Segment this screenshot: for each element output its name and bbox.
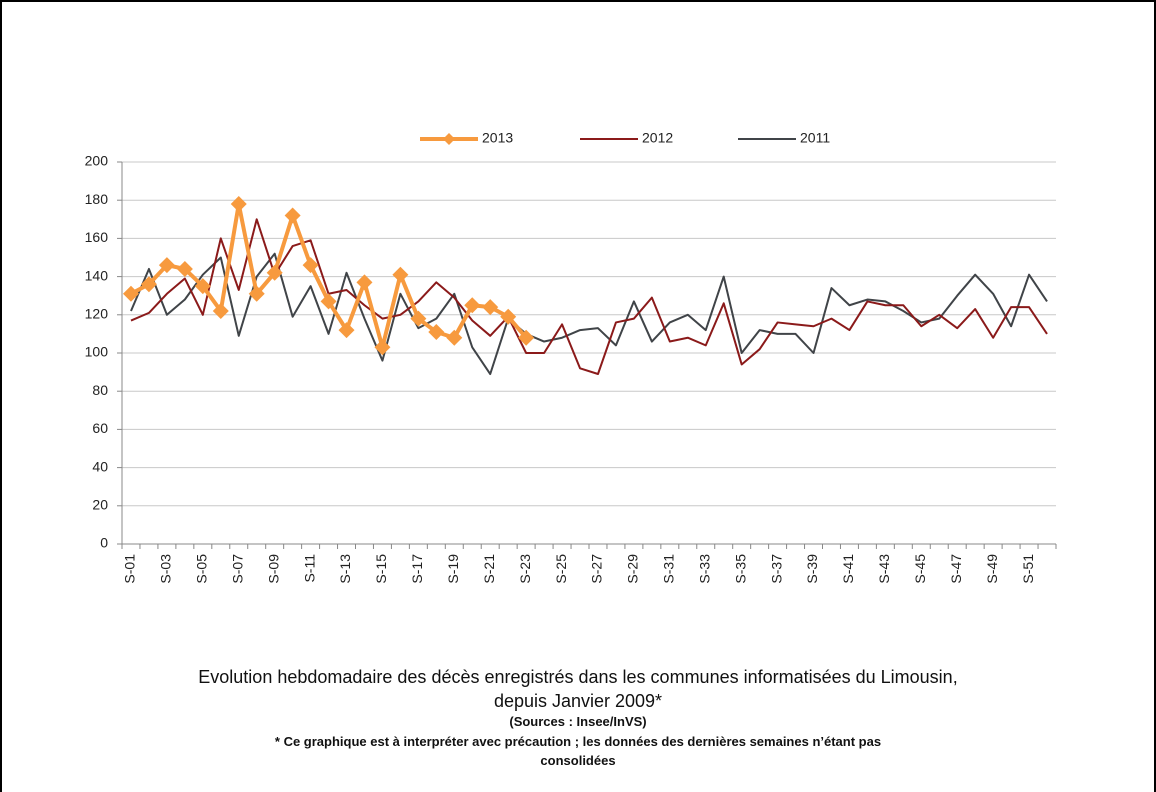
marker [230,196,247,213]
y-tick-label: 200 [85,153,109,169]
x-tick-label: S-19 [445,554,461,584]
marker [248,285,265,302]
x-tick-label: S-15 [373,554,389,584]
sources: (Sources : Insee/InVS) [509,714,647,729]
marker [266,264,283,281]
y-tick-label: 20 [92,497,108,513]
x-tick-label: S-41 [840,554,856,584]
legend-marker [443,133,455,145]
x-tick-label: S-39 [804,554,820,584]
x-tick-label: S-17 [409,554,425,584]
marker [140,276,157,293]
marker [158,257,175,274]
x-tick-label: S-37 [768,554,784,584]
x-tick-label: S-23 [517,554,533,584]
y-tick-label: 120 [85,306,109,322]
marker [284,207,301,224]
marker [212,302,229,319]
x-tick-label: S-49 [984,554,1000,584]
marker [446,329,463,346]
x-tick-label: S-45 [912,554,928,584]
marker [428,323,445,340]
chart-title: Evolution hebdomadaire des décès enregis… [198,667,958,711]
x-tick-label: S-31 [661,554,677,584]
x-tick-label: S-27 [589,554,605,584]
marker [320,293,337,310]
x-tick-label: S-29 [625,554,641,584]
x-tick-label: S-43 [876,554,892,584]
marker [464,297,481,314]
x-tick-label: S-05 [194,554,210,584]
footnote: * Ce graphique est à interpréter avec pr… [274,734,882,768]
x-tick-label: S-51 [1020,554,1036,584]
marker [194,278,211,295]
marker [500,308,517,325]
y-tick-label: 140 [85,267,109,283]
y-tick-label: 100 [85,344,109,360]
legend-label: 2012 [642,130,673,146]
x-tick-label: S-25 [553,554,569,584]
legend-label: 2013 [482,130,513,146]
x-tick-label: S-01 [122,554,138,584]
y-tick-label: 160 [85,229,109,245]
marker [356,274,373,291]
marker [482,299,499,316]
series-line [130,218,1048,376]
marker [302,257,319,274]
y-tick-label: 0 [100,535,108,551]
x-tick-label: S-03 [158,554,174,584]
marker [374,339,391,356]
y-tick-label: 180 [85,191,109,207]
y-tick-label: 40 [92,458,108,474]
x-tick-label: S-07 [229,554,245,584]
marker [122,285,139,302]
x-tick-label: S-33 [696,554,712,584]
y-tick-label: 60 [92,420,108,436]
legend-label: 2011 [800,130,830,146]
marker [410,310,427,327]
x-tick-label: S-47 [948,554,964,584]
marker [338,322,355,339]
marker [518,329,535,346]
marker [176,260,193,277]
marker [392,266,409,283]
x-tick-label: S-35 [732,554,748,584]
series-line [130,202,528,350]
x-tick-label: S-11 [301,554,317,583]
y-tick-label: 80 [92,382,108,398]
x-tick-label: S-09 [265,554,281,584]
x-tick-label: S-13 [337,554,353,584]
x-tick-label: S-21 [481,554,497,584]
